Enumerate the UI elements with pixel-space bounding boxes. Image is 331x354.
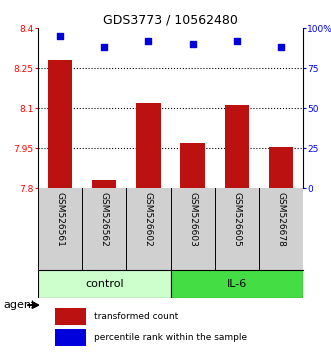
Bar xyxy=(55,308,86,325)
Bar xyxy=(170,270,303,298)
Text: percentile rank within the sample: percentile rank within the sample xyxy=(94,333,248,342)
Text: GSM526678: GSM526678 xyxy=(276,192,285,247)
Point xyxy=(58,33,63,39)
Point xyxy=(146,38,151,44)
Bar xyxy=(48,60,72,188)
Bar xyxy=(38,270,170,298)
Title: GDS3773 / 10562480: GDS3773 / 10562480 xyxy=(103,14,238,27)
Bar xyxy=(180,143,205,188)
Text: agent: agent xyxy=(3,300,36,310)
Text: GSM526603: GSM526603 xyxy=(188,192,197,247)
Bar xyxy=(92,180,117,188)
Point xyxy=(102,44,107,50)
Text: control: control xyxy=(85,279,123,289)
Point xyxy=(190,41,195,47)
Bar xyxy=(269,147,293,188)
Text: GSM526561: GSM526561 xyxy=(56,192,65,247)
Text: GSM526562: GSM526562 xyxy=(100,192,109,247)
Point xyxy=(278,44,284,50)
Point xyxy=(234,38,239,44)
Bar xyxy=(55,329,86,346)
Text: transformed count: transformed count xyxy=(94,312,178,321)
Text: GSM526605: GSM526605 xyxy=(232,192,241,247)
Text: GSM526602: GSM526602 xyxy=(144,192,153,247)
Bar xyxy=(225,105,249,188)
Text: IL-6: IL-6 xyxy=(227,279,247,289)
Bar xyxy=(136,103,161,188)
